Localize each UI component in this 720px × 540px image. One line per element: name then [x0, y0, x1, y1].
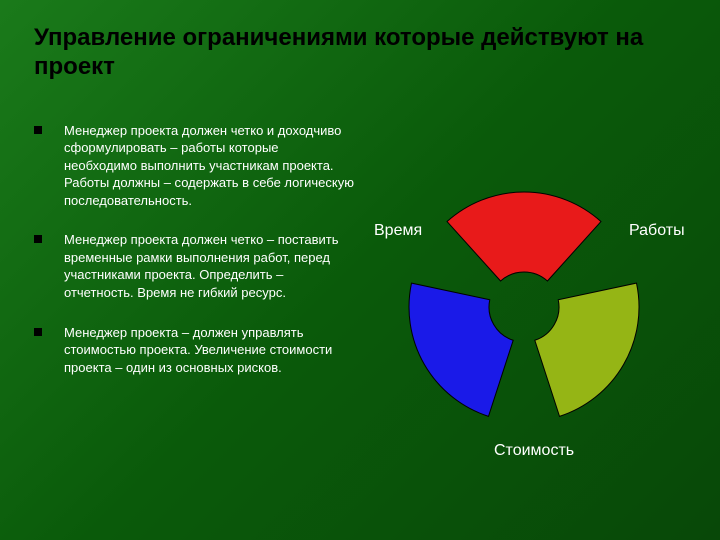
- bullet-list: Менеджер проекта должен четко и доходчив…: [34, 122, 354, 399]
- bullet-text: Менеджер проекта – должен управлять стои…: [64, 324, 354, 377]
- label-cost: Стоимость: [494, 442, 574, 460]
- square-bullet-icon: [34, 328, 42, 336]
- works-segment: [447, 192, 601, 281]
- square-bullet-icon: [34, 235, 42, 243]
- slide: Управление ограничениями которые действу…: [0, 0, 720, 540]
- cost-segment: [535, 283, 639, 416]
- time-segment: [409, 283, 513, 416]
- list-item: Менеджер проекта – должен управлять стои…: [34, 324, 354, 377]
- list-item: Менеджер проекта должен четко и доходчив…: [34, 122, 354, 210]
- label-time: Время: [374, 222, 422, 240]
- content-row: Менеджер проекта должен четко и доходчив…: [34, 122, 686, 399]
- bullet-text: Менеджер проекта должен четко и доходчив…: [64, 122, 354, 210]
- constraints-diagram: [354, 122, 694, 472]
- label-works: Работы: [629, 222, 685, 240]
- diagram-area: Время Работы Стоимость: [354, 122, 686, 399]
- bullet-text: Менеджер проекта должен четко – поставит…: [64, 231, 354, 301]
- list-item: Менеджер проекта должен четко – поставит…: [34, 231, 354, 301]
- page-title: Управление ограничениями которые действу…: [34, 24, 686, 82]
- square-bullet-icon: [34, 126, 42, 134]
